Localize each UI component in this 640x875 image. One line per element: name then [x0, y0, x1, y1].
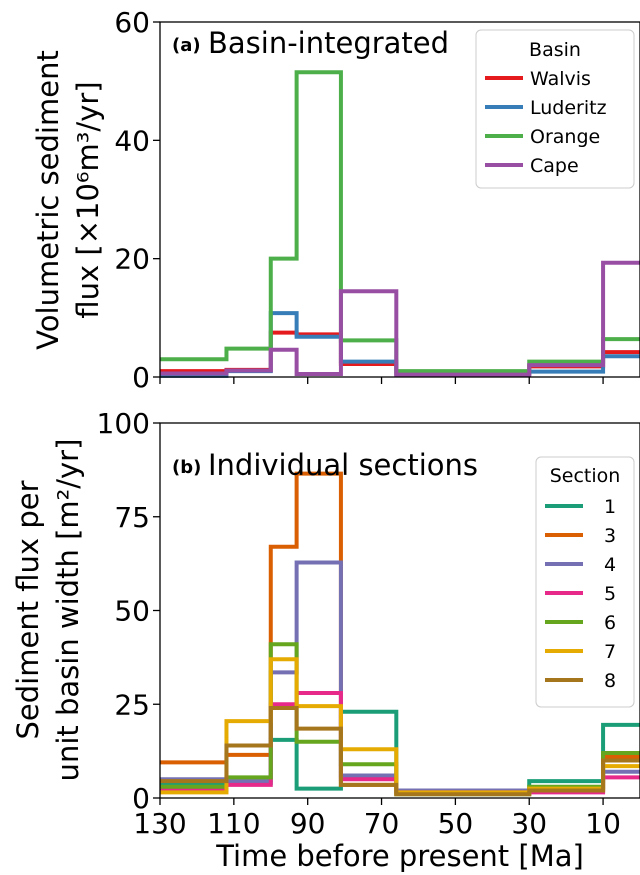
panel-b-ylabel-line1: Sediment flux per	[11, 480, 45, 739]
panel-a-ylabel-line1: Volumetric sediment	[31, 50, 65, 350]
legend-label-luderitz: Luderitz	[530, 97, 607, 119]
panel-b-ylabel-line2: unit basin width [m²/yr]	[51, 439, 85, 782]
panel-b-legend-title: Section	[550, 465, 621, 487]
panel-a-title: Basin-integrated	[208, 26, 449, 60]
panel-b-legend-items: 1 3 4 5 6 7 8	[545, 496, 616, 692]
legend-label-orange: Orange	[530, 126, 600, 148]
panel-b-title: Individual sections	[208, 448, 478, 482]
series-line-8	[160, 706, 640, 797]
panel-a-legend: Basin Walvis Luderitz Orange Cape	[475, 29, 635, 189]
panel-b-tag: (b)	[172, 457, 201, 478]
x-tick-label: 70	[364, 807, 400, 840]
panel-b-x-ticks: 130 110 90 70 50 30 10	[133, 798, 621, 840]
panel-a-frame	[159, 21, 640, 378]
y-tick-label: 25	[114, 688, 150, 721]
x-tick-label: 10	[585, 807, 621, 840]
y-tick-label: 75	[114, 501, 150, 534]
panel-a-legend-items: Walvis Luderitz Orange Cape	[485, 68, 607, 177]
legend-label-3: 3	[604, 525, 616, 547]
panel-a: 0 20 40 60 (a) Basin-integrated Volumetric …	[31, 6, 640, 394]
x-tick-label: 50	[438, 807, 474, 840]
legend-label-cape: Cape	[530, 155, 579, 177]
panel-a-tag: (a)	[172, 35, 201, 56]
y-tick-label: 100	[97, 407, 150, 440]
panel-a-y-ticks: 0 20 40 60	[114, 6, 160, 394]
panel-b-legend: Section 1 3 4 5 6 7 8	[535, 456, 635, 708]
legend-label-4: 4	[604, 554, 616, 576]
legend-label-8: 8	[604, 670, 616, 692]
panel-b-y-ticks: 0 25 50 75 100	[97, 407, 160, 815]
panel-a-legend-box	[475, 29, 635, 189]
legend-label-5: 5	[604, 583, 616, 605]
panel-a-x-ticks	[159, 377, 604, 384]
panel-b-xlabel: Time before present [Ma]	[215, 839, 584, 873]
y-tick-label: 0	[132, 782, 150, 815]
x-tick-label: 90	[290, 807, 326, 840]
legend-label-6: 6	[604, 612, 616, 634]
legend-label-7: 7	[604, 641, 616, 663]
x-tick-label: 110	[207, 807, 260, 840]
panel-a-legend-title: Basin	[529, 39, 581, 61]
series-line-cape	[160, 260, 640, 377]
legend-label-walvis: Walvis	[530, 68, 591, 90]
y-tick-label: 20	[114, 243, 150, 276]
panel-a-ylabel-line2: flux [×10⁶m³/yr]	[71, 81, 105, 318]
x-tick-label: 130	[133, 807, 186, 840]
y-tick-label: 0	[132, 361, 150, 394]
x-tick-label: 30	[511, 807, 547, 840]
panel-b-legend-box	[535, 456, 635, 708]
panel-a-series-group	[160, 70, 640, 378]
y-tick-label: 50	[114, 595, 150, 628]
panel-b-series-group	[160, 471, 640, 797]
y-tick-label: 40	[114, 124, 150, 157]
y-tick-label: 60	[114, 6, 150, 39]
series-line-orange	[160, 70, 640, 374]
legend-label-1: 1	[604, 496, 616, 518]
